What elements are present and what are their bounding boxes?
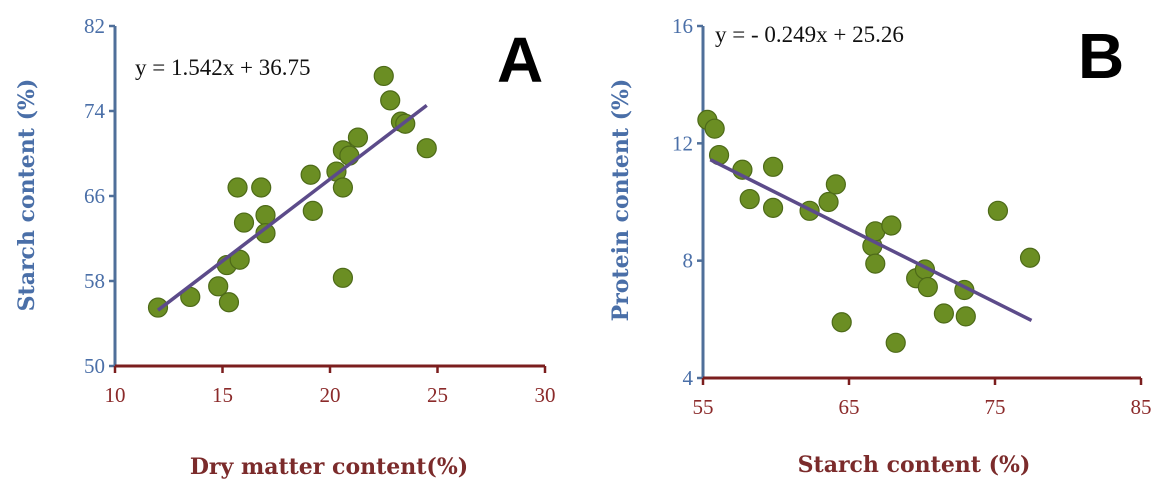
panel-label-a: A [497,24,543,96]
y-tick-label-b: 12 [672,131,693,155]
y-tick-label-b: 16 [672,14,693,38]
y-tick-label-a: 66 [84,184,105,208]
data-point-a [227,177,248,198]
data-point-a [255,223,276,244]
data-point-a [300,164,321,185]
data-point-a [416,138,437,159]
scatter-panel-b: y = - 0.249x + 25.26 B Starch content (%… [608,14,1152,478]
data-point-b [762,156,784,177]
x-tick-label-a: 25 [427,383,448,407]
data-point-a [332,177,353,198]
trendline-a [156,103,428,312]
trendline-b [709,158,1033,322]
scatter-panel-a: y = 1.542x + 36.75 A Dry matter content(… [14,14,556,479]
data-point-b [885,332,906,353]
data-point-a [347,127,369,148]
data-point-b [917,276,938,298]
data-point-a [208,276,229,297]
x-axis-title-a: Dry matter content(%) [190,454,468,479]
x-tick-label-b: 55 [693,395,714,419]
data-point-a [302,200,323,221]
data-point-b [933,303,955,324]
x-tick-label-a: 30 [535,383,556,407]
data-point-a [332,267,353,288]
y-axis-title-a: Starch content (%) [14,79,40,312]
data-point-a [251,177,272,198]
y-axis-title-b: Protein content (%) [608,79,634,322]
x-tick-label-a: 20 [320,383,341,407]
data-point-a [218,292,240,313]
data-point-a [147,297,169,318]
y-tick-label-a: 74 [84,99,106,123]
data-point-a [373,65,394,87]
x-tick-label-a: 10 [105,383,126,407]
data-point-b [762,197,784,218]
x-tick-label-b: 75 [985,395,1006,419]
data-point-b [831,312,852,333]
x-tick-label-b: 85 [1131,395,1152,419]
y-tick-label-b: 4 [683,366,694,390]
x-axis-title-b: Starch content (%) [798,452,1031,478]
equation-a: y = 1.542x + 36.75 [135,55,310,80]
data-point-b [987,200,1009,221]
data-point-a [233,212,255,233]
data-point-b [865,253,886,274]
data-point-b [825,174,846,195]
panel-label-b: B [1078,20,1124,92]
data-point-a [229,249,250,270]
data-point-b [704,118,725,139]
y-tick-label-a: 58 [84,269,105,293]
equation-b: y = - 0.249x + 25.26 [715,22,904,47]
x-tick-label-a: 15 [212,383,233,407]
data-point-b [881,215,902,236]
x-tick-label-b: 65 [839,395,860,419]
y-tick-label-a: 82 [84,14,105,38]
y-tick-label-b: 8 [683,249,694,273]
data-point-b [739,188,760,210]
data-point-a [380,90,401,111]
y-tick-label-a: 50 [84,354,105,378]
data-point-b [1019,247,1041,268]
data-point-b [955,306,976,327]
data-point-b [818,191,839,213]
